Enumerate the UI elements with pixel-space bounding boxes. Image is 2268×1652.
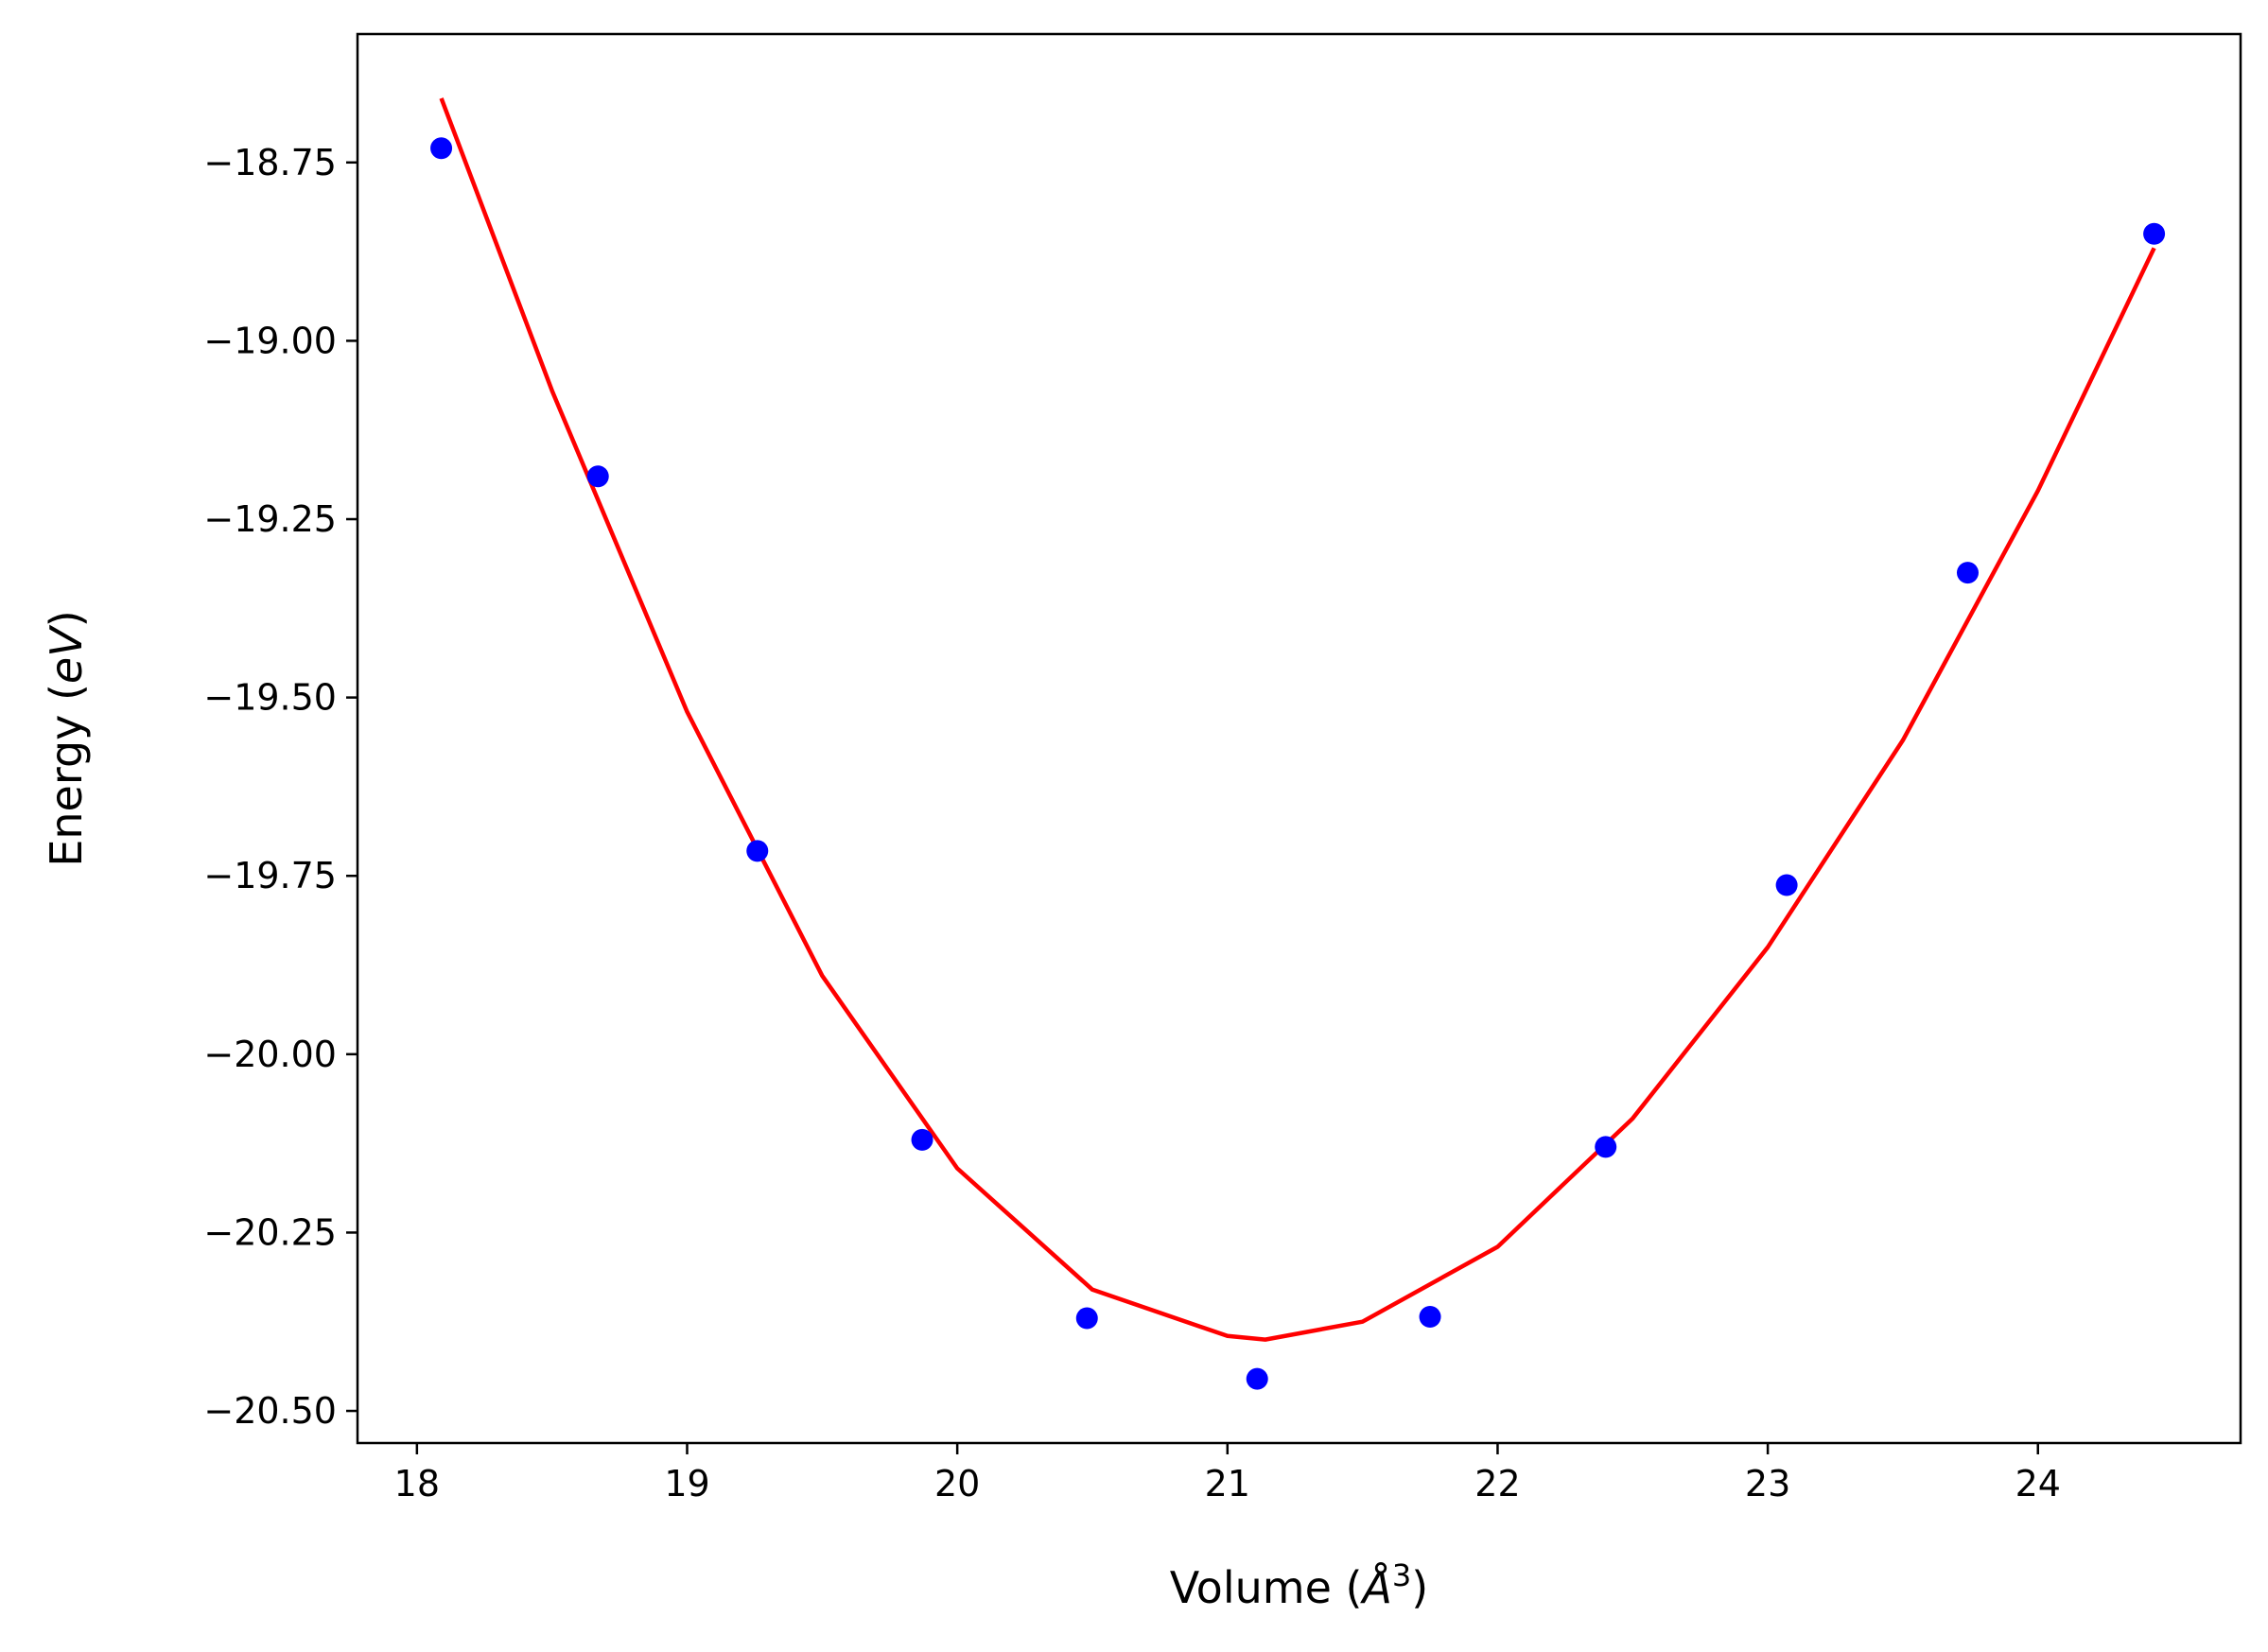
data-point — [1419, 1305, 1441, 1328]
data-point — [1075, 1307, 1098, 1330]
plot-frame — [356, 32, 2242, 1445]
data-point — [586, 465, 609, 488]
x-tick-label: 24 — [2015, 1463, 2061, 1504]
y-axis-title: Energy (eV) — [41, 610, 92, 866]
data-point — [746, 840, 769, 862]
data-point — [1246, 1367, 1268, 1390]
fit-curve-layer — [439, 97, 2156, 1342]
data-points-layer — [430, 137, 2166, 1390]
fit-curve-line — [439, 97, 2156, 1342]
x-tick-label: 20 — [934, 1463, 980, 1504]
y-tick-label: −19.00 — [203, 320, 337, 361]
data-point — [1595, 1136, 1617, 1158]
x-axis-title-prefix: Volume ( — [1170, 1562, 1363, 1613]
y-tick-label: −19.50 — [203, 677, 337, 719]
y-tick-label: −19.25 — [203, 498, 337, 540]
y-axis: −18.75 −19.00 −19.25 −19.50 −19.75 −20.00 −20.… — [203, 142, 358, 1432]
y-axis-title-unit: eV — [41, 624, 92, 684]
x-tick-label: 23 — [1745, 1463, 1790, 1504]
y-axis-title-suffix: ) — [41, 610, 92, 627]
x-axis-title-power: 3 — [1392, 1557, 1411, 1593]
y-tick-label: −20.50 — [203, 1390, 337, 1432]
x-axis: 18 19 20 21 22 23 24 — [394, 1443, 2061, 1504]
data-point — [911, 1128, 933, 1151]
x-axis-title-suffix: ) — [1411, 1562, 1428, 1613]
data-point — [2143, 222, 2166, 245]
x-axis-title: Volume (Å3) — [1170, 1557, 1428, 1613]
y-tick-label: −19.75 — [203, 855, 337, 896]
y-tick-label: −20.00 — [203, 1034, 337, 1075]
data-point — [1775, 874, 1798, 896]
y-tick-label: −20.25 — [203, 1211, 337, 1253]
x-tick-label: 22 — [1474, 1463, 1520, 1504]
y-axis-title-prefix: Energy ( — [41, 684, 92, 867]
data-point — [1956, 562, 1979, 584]
data-point — [430, 137, 453, 160]
x-tick-label: 18 — [394, 1463, 440, 1504]
x-tick-label: 21 — [1205, 1463, 1250, 1504]
x-tick-label: 19 — [664, 1463, 709, 1504]
y-tick-label: −18.75 — [203, 142, 337, 183]
x-axis-title-symbol: Å — [1359, 1562, 1391, 1613]
